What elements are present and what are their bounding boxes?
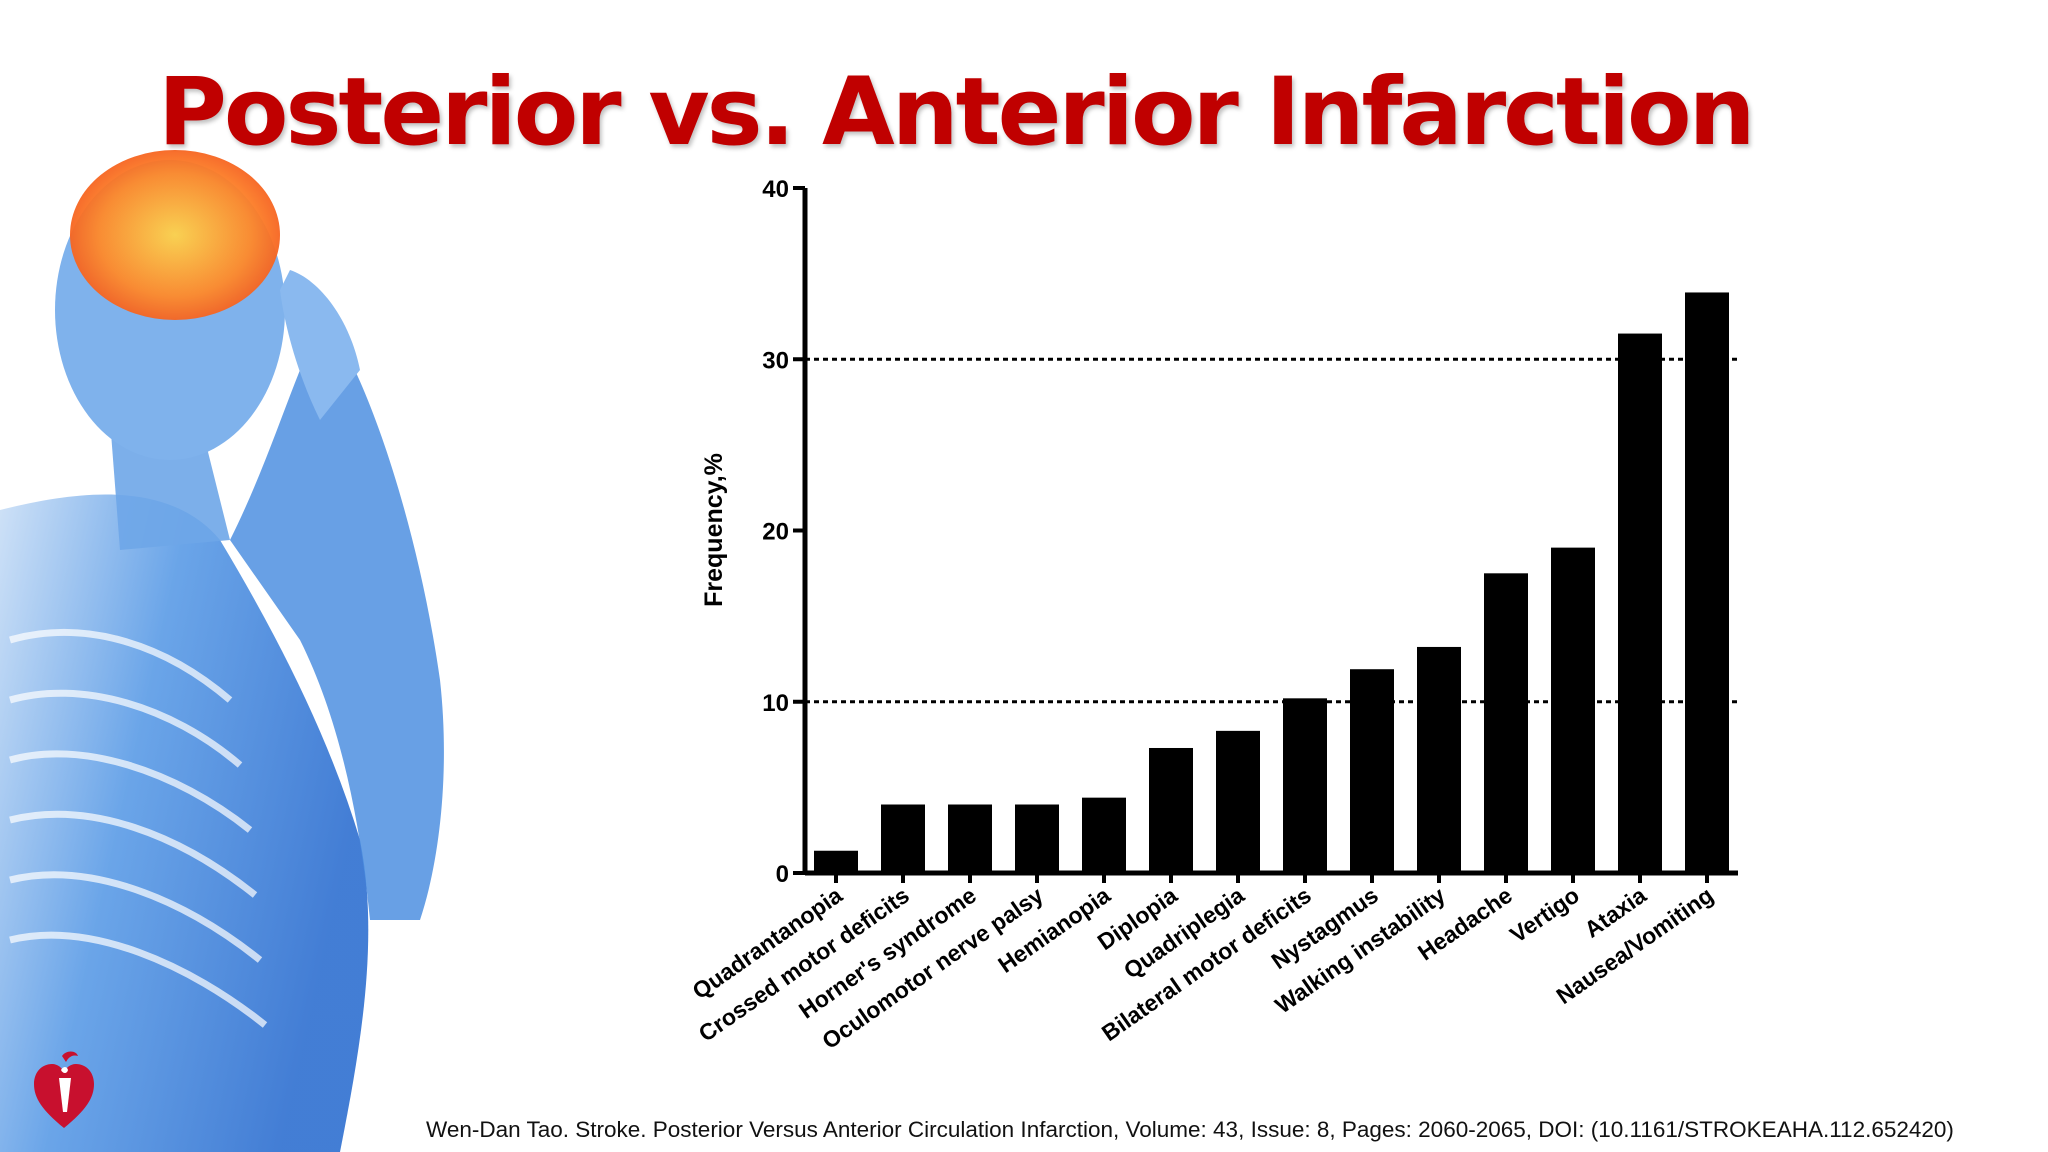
bar — [1685, 292, 1729, 873]
bar — [1015, 804, 1059, 873]
bar — [1551, 547, 1595, 873]
bar — [814, 850, 858, 873]
y-tick-label: 40 — [762, 176, 789, 203]
bar — [1149, 747, 1193, 873]
citation-text: Wen-Dan Tao. Stroke. Posterior Versus An… — [426, 1117, 1954, 1142]
y-axis-title: Frequency,% — [700, 453, 728, 607]
slide-title: Posterior vs. Anterior Infarction — [158, 58, 1756, 167]
hand-shape — [280, 270, 360, 420]
bar — [1484, 573, 1528, 873]
bar — [948, 804, 992, 873]
y-ticks: 0 10 20 30 40 — [762, 176, 805, 888]
heart-torch-logo — [34, 1051, 94, 1128]
reference-lines — [805, 357, 1738, 704]
bar — [1216, 730, 1260, 873]
bar — [1618, 333, 1662, 873]
bar — [1283, 698, 1327, 873]
bar — [1082, 797, 1126, 873]
bars — [814, 292, 1729, 873]
bar — [1350, 669, 1394, 873]
y-tick-label: 10 — [762, 690, 789, 717]
rib-lines — [9, 629, 268, 1028]
bar — [1417, 646, 1461, 873]
x-tick-label: Vertigo — [1505, 882, 1584, 948]
y-tick-label: 20 — [762, 519, 789, 546]
brain-shape — [70, 150, 280, 320]
headache-man-illustration — [0, 150, 444, 1152]
y-tick-label: 0 — [776, 861, 789, 888]
bar — [881, 804, 925, 873]
y-tick-label: 30 — [762, 347, 789, 374]
arm-shape — [230, 360, 444, 920]
torso-shape — [0, 494, 369, 1152]
